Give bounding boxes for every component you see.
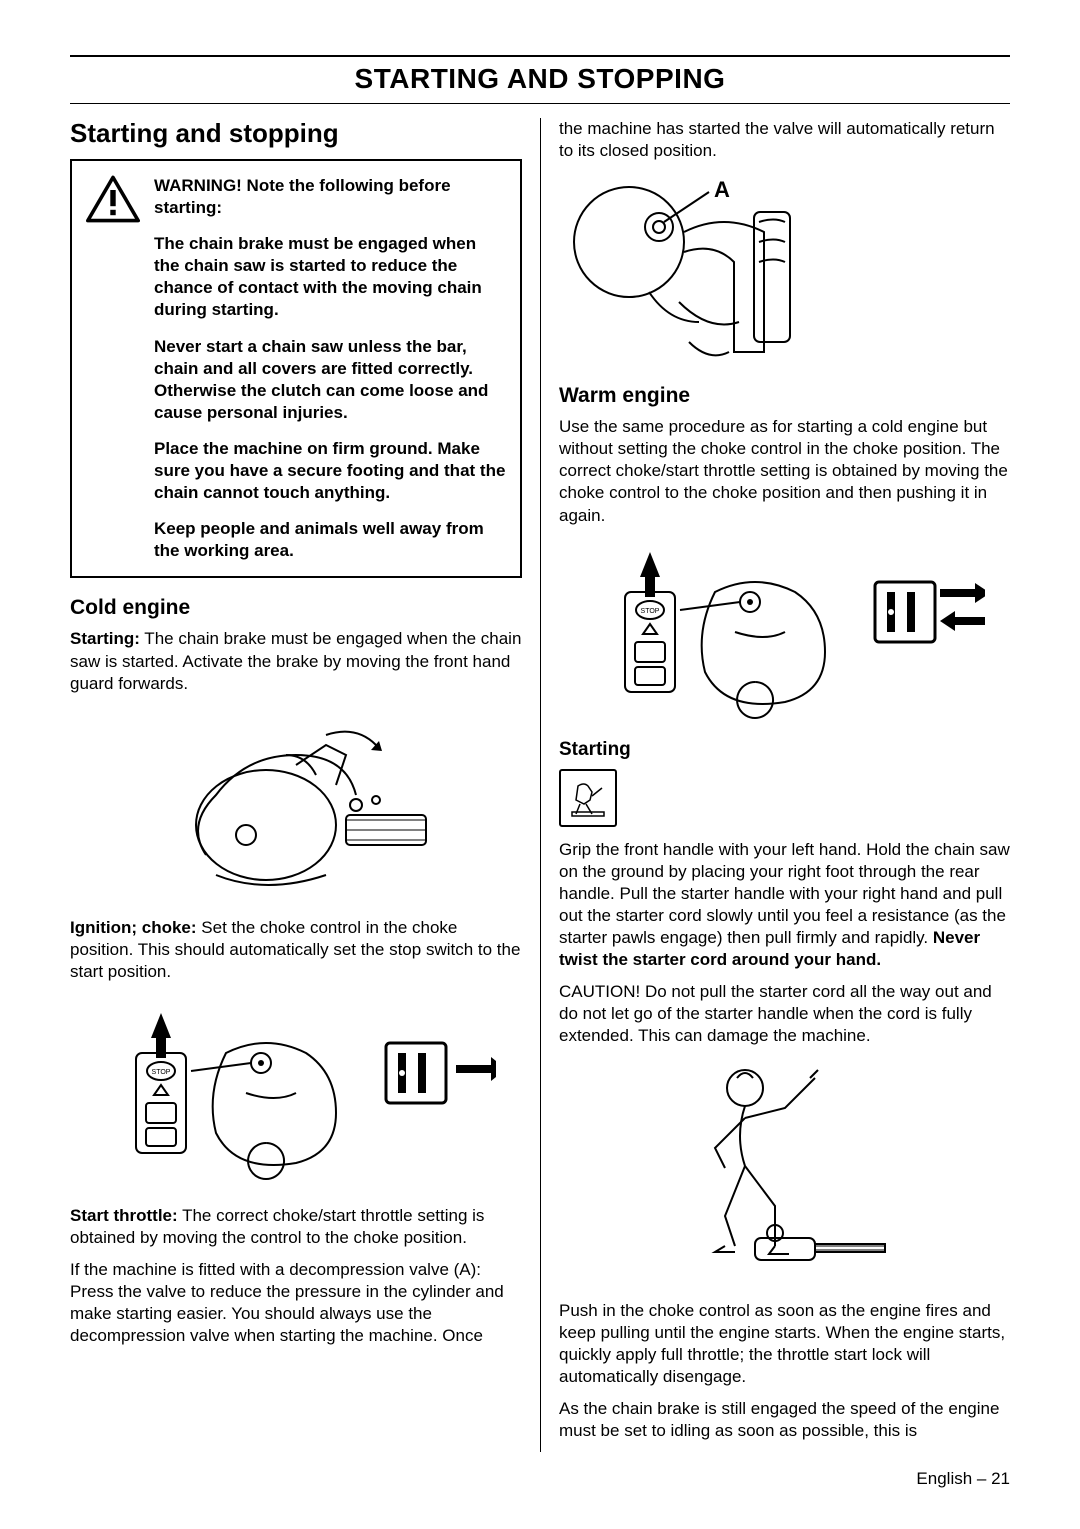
cold-p4: If the machine is fitted with a decompre… [70, 1259, 522, 1347]
label-a: A [714, 177, 730, 202]
figure-chainsaw-brake [70, 705, 522, 905]
warning-p3: Never start a chain saw unless the bar, … [154, 336, 506, 424]
figure-decompression-valve: A [559, 172, 1010, 372]
warm-p: Use the same procedure as for starting a… [559, 416, 1010, 526]
warning-box: WARNING! Note the following before start… [70, 159, 522, 578]
page-header-title: STARTING AND STOPPING [70, 63, 1010, 95]
svg-text:STOP: STOP [640, 608, 659, 615]
cold-p1-bold: Starting: [70, 629, 140, 648]
warm-engine-title: Warm engine [559, 384, 1010, 408]
warning-p1: WARNING! Note the following before start… [154, 175, 506, 219]
warning-p5: Keep people and animals well away from t… [154, 518, 506, 562]
starting-p2: CAUTION! Do not pull the starter cord al… [559, 981, 1010, 1047]
warning-text: WARNING! Note the following before start… [154, 175, 506, 562]
cold-p3: Start throttle: The correct choke/start … [70, 1205, 522, 1249]
sub-rule [70, 103, 1010, 104]
left-column: Starting and stopping WARNING! Note the … [70, 118, 540, 1452]
warning-p4: Place the machine on firm ground. Make s… [154, 438, 506, 504]
figure-choke-control-out: STOP [70, 993, 522, 1193]
cold-p2: Ignition; choke: Set the choke control i… [70, 917, 522, 983]
cold-engine-title: Cold engine [70, 596, 522, 620]
starting-icon-box [559, 769, 617, 827]
starting-title: Starting [559, 739, 1010, 761]
section-title-starting-stopping: Starting and stopping [70, 118, 522, 149]
right-top-p: the machine has started the valve will a… [559, 118, 1010, 162]
top-rule [70, 55, 1010, 57]
figure-person-starting [559, 1058, 1010, 1288]
cold-p2-bold: Ignition; choke: [70, 918, 197, 937]
cold-p1: Starting: The chain brake must be engage… [70, 628, 522, 694]
right-column: the machine has started the valve will a… [540, 118, 1010, 1452]
starting-p3: Push in the choke control as soon as the… [559, 1300, 1010, 1388]
figure-choke-control-in: STOP [559, 537, 1010, 727]
starting-p4: As the chain brake is still engaged the … [559, 1398, 1010, 1442]
warning-p2: The chain brake must be engaged when the… [154, 233, 506, 321]
cold-p3-bold: Start throttle: [70, 1206, 178, 1225]
warning-triangle-icon [86, 175, 140, 223]
two-column-layout: Starting and stopping WARNING! Note the … [70, 118, 1010, 1452]
page-footer: English – 21 [916, 1469, 1010, 1489]
svg-text:STOP: STOP [152, 1069, 171, 1076]
starting-p1: Grip the front handle with your left han… [559, 839, 1010, 972]
